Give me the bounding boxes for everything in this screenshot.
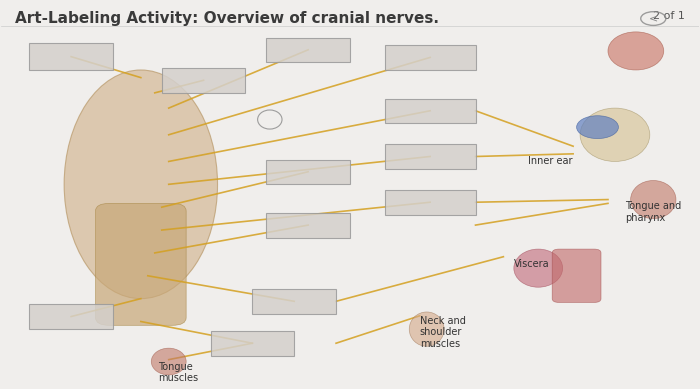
Circle shape (577, 116, 618, 138)
Text: <: < (649, 14, 658, 24)
Text: Art-Labeling Activity: Overview of cranial nerves.: Art-Labeling Activity: Overview of crani… (15, 11, 440, 26)
Text: Tongue and
pharynx: Tongue and pharynx (625, 202, 682, 223)
FancyBboxPatch shape (385, 144, 475, 169)
Ellipse shape (410, 312, 444, 346)
Ellipse shape (514, 249, 563, 287)
Text: Tongue
muscles: Tongue muscles (158, 361, 198, 383)
FancyBboxPatch shape (29, 43, 113, 70)
FancyBboxPatch shape (266, 38, 350, 62)
Ellipse shape (631, 180, 676, 219)
FancyBboxPatch shape (162, 68, 246, 93)
Text: Neck and
shoulder
muscles: Neck and shoulder muscles (420, 316, 466, 349)
FancyBboxPatch shape (266, 213, 350, 238)
Ellipse shape (151, 348, 186, 375)
Ellipse shape (608, 32, 664, 70)
Text: Inner ear: Inner ear (528, 156, 573, 166)
FancyBboxPatch shape (552, 249, 601, 303)
FancyBboxPatch shape (211, 331, 294, 356)
FancyBboxPatch shape (253, 289, 336, 314)
FancyBboxPatch shape (385, 98, 475, 123)
FancyBboxPatch shape (385, 190, 475, 215)
FancyBboxPatch shape (29, 304, 113, 329)
Text: Viscera: Viscera (514, 259, 550, 269)
FancyBboxPatch shape (95, 203, 186, 325)
Ellipse shape (580, 108, 650, 161)
FancyBboxPatch shape (266, 159, 350, 184)
Ellipse shape (64, 70, 218, 299)
FancyBboxPatch shape (385, 45, 475, 70)
Text: 2 of 1: 2 of 1 (653, 11, 685, 21)
